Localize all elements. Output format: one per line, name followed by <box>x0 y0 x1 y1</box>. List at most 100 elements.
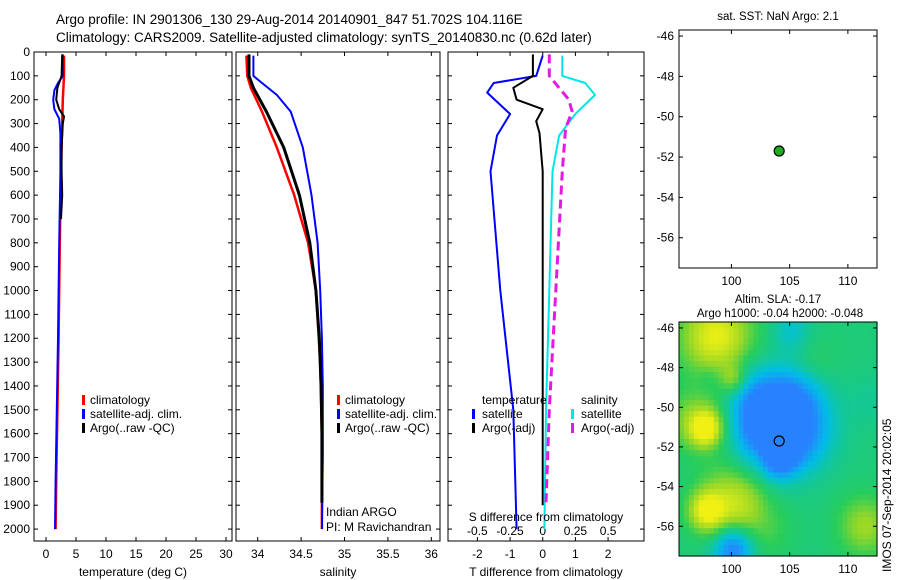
sla-heat-cell <box>782 455 789 462</box>
sla-heat-cell <box>698 455 705 462</box>
sla-heat-cell <box>862 466 868 474</box>
sla-heat-cell <box>703 544 710 552</box>
sla-axes-frame <box>678 321 878 557</box>
sla-heat-cell <box>718 444 725 451</box>
sla-heat-cell <box>867 333 873 340</box>
sla-heat-cell <box>718 383 725 390</box>
sla-heat-cell <box>773 533 779 540</box>
sla-heat-cell <box>847 483 853 490</box>
sla-heat-cell <box>847 505 853 513</box>
sla-heat-cell <box>763 494 769 501</box>
sla-heat-cell <box>753 466 759 474</box>
sla-heat-cell <box>688 505 695 513</box>
sla-heat-cell <box>817 455 824 462</box>
sla-heat-cell <box>822 405 829 412</box>
sla-heat-cell <box>743 500 749 507</box>
sla-heat-cell <box>748 500 754 507</box>
sla-heat-cell <box>812 444 819 451</box>
sla-heat-cell <box>683 400 690 407</box>
sla-heat-cell <box>857 372 863 379</box>
sla-heat-cell <box>822 450 829 457</box>
difference-xlabel: T difference from climatology <box>469 565 623 579</box>
sla-heat-cell <box>822 444 829 451</box>
sla-heat-cell <box>723 455 730 462</box>
sla-heat-cell <box>753 500 759 507</box>
sla-heat-cell <box>703 349 710 357</box>
difference-legend-swatch <box>472 423 475 433</box>
sla-heat-cell <box>862 427 868 435</box>
sla-heat-cell <box>733 366 739 373</box>
sla-heat-cell <box>703 416 710 423</box>
sla-heat-cell <box>872 533 878 540</box>
sla-heat-cell <box>718 439 725 446</box>
sst-xtick-label: 105 <box>780 274 800 288</box>
sla-heat-cell <box>852 550 858 557</box>
sla-heat-cell <box>802 355 809 362</box>
sla-heat-cell <box>713 377 720 384</box>
sla-heat-cell <box>679 388 685 396</box>
sst-ytick-label: -46 <box>657 29 675 43</box>
sla-heat-cell <box>773 517 779 524</box>
sla-heat-cell <box>807 327 814 334</box>
sla-heat-cell <box>733 327 739 334</box>
sla-heat-cell <box>782 511 789 518</box>
sla-heat-cell <box>867 405 873 412</box>
sla-heat-cell <box>867 344 873 351</box>
sla-heat-cell <box>683 355 690 362</box>
sla-heat-cell <box>763 411 769 418</box>
sla-heat-cell <box>832 388 838 396</box>
sla-heat-cell <box>728 539 735 546</box>
sla-heat-cell <box>867 478 873 485</box>
sla-heat-cell <box>792 388 799 396</box>
sla-heat-cell <box>842 511 848 518</box>
sla-heat-cell <box>679 333 685 340</box>
sla-heat-cell <box>728 489 735 496</box>
sla-heat-cell <box>872 349 878 357</box>
sla-heat-cell <box>867 489 873 496</box>
sla-heat-cell <box>852 444 858 451</box>
sla-heat-cell <box>773 511 779 518</box>
sla-heat-cell <box>807 461 814 468</box>
sla-heat-cell <box>807 349 814 357</box>
sla-heat-cell <box>832 338 838 345</box>
sla-heat-cell <box>703 489 710 496</box>
sla-heat-cell <box>832 405 838 412</box>
sla-heat-cell <box>832 394 838 401</box>
sla-heat-cell <box>679 422 685 429</box>
sla-heat-cell <box>847 466 853 474</box>
sla-heat-cell <box>802 489 809 496</box>
sla-heat-cell <box>832 439 838 446</box>
sla-heat-cell <box>768 450 774 457</box>
sla-heat-cell <box>703 444 710 451</box>
sla-heat-cell <box>728 455 735 462</box>
temperature-ytick-label: 100 <box>10 69 30 83</box>
sla-heat-cell <box>852 483 858 490</box>
sla-heat-cell <box>837 383 843 390</box>
sla-heat-cell <box>802 394 809 401</box>
sla-heat-cell <box>872 478 878 485</box>
sla-heat-cell <box>847 461 853 468</box>
sla-heat-cell <box>748 433 754 440</box>
sla-heat-cell <box>688 344 695 351</box>
sla-heat-cell <box>787 333 794 340</box>
sla-heat-cell <box>852 394 858 401</box>
sla-heat-cell <box>743 427 749 435</box>
sla-ytick-label: -46 <box>657 321 675 335</box>
sla-heat-cell <box>723 327 730 334</box>
sla-heat-cell <box>827 494 834 501</box>
sla-heat-cell <box>703 433 710 440</box>
sla-heat-cell <box>723 344 730 351</box>
sla-heat-cell <box>693 533 700 540</box>
sla-heat-cell <box>723 511 730 518</box>
sla-heat-cell <box>807 372 814 379</box>
sla-heat-cell <box>773 338 779 345</box>
sla-heat-cell <box>827 327 834 334</box>
sla-heat-cell <box>822 344 829 351</box>
sla-heat-cell <box>857 333 863 340</box>
sla-heat-cell <box>728 544 735 552</box>
sla-heat-cell <box>807 517 814 524</box>
sla-heat-cell <box>792 550 799 557</box>
sla-heat-cell <box>768 522 774 529</box>
sla-heat-cell <box>718 377 725 384</box>
sla-heat-cell <box>679 349 685 357</box>
